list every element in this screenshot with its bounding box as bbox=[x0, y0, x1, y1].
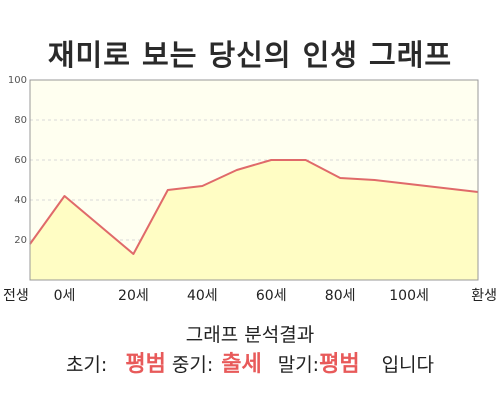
life-line bbox=[29, 159, 479, 255]
life-area bbox=[30, 160, 478, 280]
ending-text: 입니다 bbox=[381, 354, 435, 376]
x-tick-label: 60세 bbox=[256, 288, 287, 304]
life-graph-chart: 20 40 60 80 100 전생 0세 20세 40세 60세 80세 100세 환생 bbox=[3, 75, 497, 304]
plot-border bbox=[29, 79, 479, 281]
y-tick-label: 80 bbox=[14, 115, 27, 126]
y-tick-label: 20 bbox=[14, 235, 27, 246]
x-tick-label: 환생 bbox=[471, 288, 497, 304]
analysis-heading: 그래프 분석결과 bbox=[185, 324, 315, 346]
x-tick-label: 20세 bbox=[118, 288, 149, 304]
mid-label: 중기: bbox=[171, 354, 214, 376]
analysis-result: 초기: 평범 중기: 출세 말기:평범 입니다 bbox=[0, 346, 500, 378]
late-label: 말기: bbox=[277, 354, 320, 376]
y-axis-ticks: 20 40 60 80 100 bbox=[8, 75, 27, 246]
early-value: 평범 bbox=[125, 352, 166, 377]
early-label: 초기: bbox=[65, 354, 108, 376]
y-tick-label: 100 bbox=[8, 75, 27, 86]
x-tick-label: 40세 bbox=[187, 288, 218, 304]
x-axis-ticks: 전생 0세 20세 40세 60세 80세 100세 환생 bbox=[3, 288, 497, 304]
y-tick-label: 40 bbox=[14, 195, 27, 206]
mid-value: 출세 bbox=[221, 352, 262, 377]
x-tick-label: 0세 bbox=[54, 288, 76, 304]
late-value: 평범 bbox=[319, 352, 360, 377]
page-title: 재미로 보는 당신의 인생 그래프 bbox=[47, 38, 453, 72]
x-tick-label: 80세 bbox=[325, 288, 356, 304]
y-tick-label: 60 bbox=[14, 155, 27, 166]
x-tick-label: 100세 bbox=[389, 288, 429, 304]
x-tick-label: 전생 bbox=[3, 288, 29, 304]
